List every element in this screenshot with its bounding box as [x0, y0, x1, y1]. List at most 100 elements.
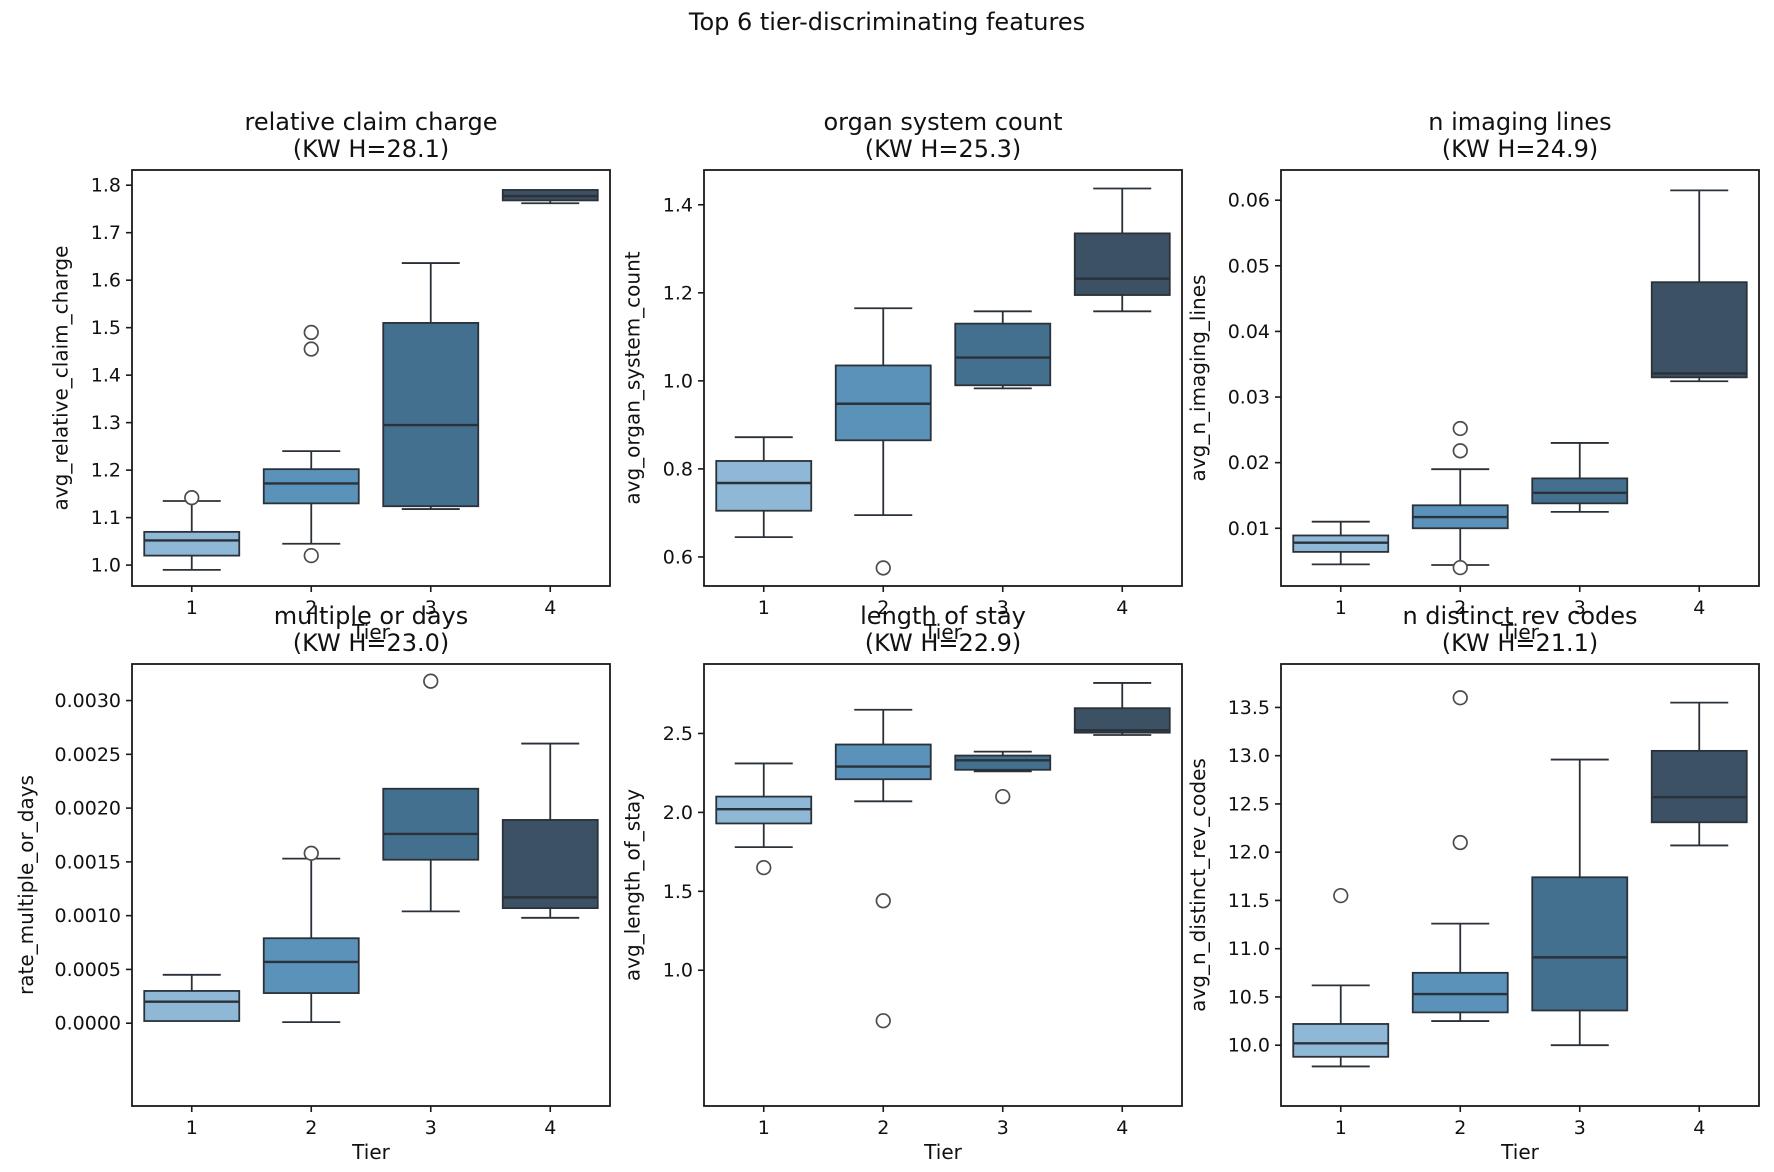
x-tick-label: 2: [877, 597, 889, 619]
axis-ylabel: avg_n_imaging_lines: [1186, 275, 1210, 482]
y-tick-label: 1.7: [91, 222, 121, 244]
y-tick-label: 0.0000: [55, 1013, 121, 1035]
outlier-point: [1452, 443, 1468, 459]
axes-frame: [703, 169, 1183, 587]
x-tick-label: 3: [1574, 597, 1586, 619]
y-tick-label: 0.8: [663, 458, 693, 480]
outlier-point: [303, 341, 319, 357]
y-tick-label: 0.04: [1228, 321, 1270, 343]
x-tick-label: 4: [1116, 1117, 1128, 1139]
y-tick-label: 2.0: [663, 802, 693, 824]
outlier-point: [1452, 559, 1468, 576]
x-tick-label: 3: [1574, 1117, 1586, 1139]
y-tick-label: 0.02: [1228, 452, 1270, 474]
y-tick-label: 1.4: [91, 365, 121, 387]
y-tick-label: 10.0: [1228, 1035, 1270, 1057]
x-tick-label: 2: [877, 1117, 889, 1139]
subplot-subtitle: (KW H=25.3): [865, 135, 1022, 163]
y-tick-label: 1.0: [663, 960, 693, 982]
y-tick-label: 1.0: [663, 370, 693, 392]
subplot-title: length of stay: [860, 602, 1026, 630]
box-tier-3: [1531, 477, 1629, 505]
y-tick-label: 2.5: [663, 723, 693, 745]
y-tick-label: 12.5: [1228, 793, 1270, 815]
subplot-title: relative claim charge: [245, 108, 498, 136]
figure-title: Top 6 tier-discriminating features: [688, 8, 1086, 36]
box-tier-2: [834, 743, 932, 781]
box-tier-3: [954, 322, 1052, 387]
x-tick-label: 4: [544, 597, 556, 619]
y-tick-label: 0.0010: [55, 905, 121, 927]
y-tick-label: 1.2: [91, 460, 121, 482]
outlier-point: [303, 324, 319, 341]
subplot-subtitle: (KW H=23.0): [293, 629, 450, 657]
subplot-title: multiple or days: [274, 602, 468, 630]
outlier-point: [303, 547, 319, 564]
axes-frame: [131, 663, 611, 1107]
y-tick-label: 1.5: [91, 317, 121, 339]
axis-xlabel: Tier: [923, 620, 962, 644]
y-tick-label: 1.8: [91, 175, 121, 197]
outlier-point: [1333, 887, 1349, 904]
x-tick-label: 3: [425, 1117, 437, 1139]
axis-ylabel: avg_n_distinct_rev_codes: [1186, 758, 1210, 1012]
box-tier-4: [1073, 707, 1171, 734]
x-tick-label: 1: [1335, 1117, 1347, 1139]
axis-xlabel: Tier: [351, 1140, 390, 1164]
x-tick-label: 2: [305, 597, 317, 619]
subplot-title: n distinct rev codes: [1402, 602, 1637, 630]
y-tick-label: 1.0: [91, 555, 121, 577]
x-tick-label: 4: [1116, 597, 1128, 619]
subplot-title: organ system count: [823, 108, 1062, 136]
x-tick-label: 1: [186, 597, 198, 619]
subplot-subtitle: (KW H=28.1): [293, 135, 450, 163]
y-tick-label: 1.3: [91, 412, 121, 434]
box-tier-3: [382, 787, 480, 861]
box-tier-1: [143, 530, 241, 557]
x-tick-label: 2: [1454, 597, 1466, 619]
axis-xlabel: Tier: [1500, 620, 1539, 644]
outlier-point: [184, 490, 200, 506]
y-tick-label: 1.4: [663, 194, 693, 216]
y-tick-label: 1.6: [91, 270, 121, 292]
y-tick-label: 11.0: [1228, 938, 1270, 960]
box-tier-2: [262, 937, 360, 994]
axes-frame: [131, 169, 611, 587]
axes-frame: [1280, 663, 1760, 1107]
box-tier-3: [1531, 876, 1629, 1012]
axis-ylabel: rate_multiple_or_days: [14, 775, 38, 995]
x-tick-label: 2: [1454, 1117, 1466, 1139]
outlier-point: [875, 1013, 891, 1029]
x-tick-label: 3: [997, 1117, 1009, 1139]
x-tick-label: 2: [305, 1117, 317, 1139]
subplot-subtitle: (KW H=21.1): [1442, 629, 1599, 657]
box-tier-4: [501, 819, 599, 910]
axis-ylabel: avg_relative_claim_charge: [49, 246, 73, 511]
outlier-point: [303, 845, 319, 861]
outlier-point: [875, 893, 891, 909]
y-tick-label: 0.05: [1228, 255, 1270, 277]
box-tier-3: [382, 322, 480, 508]
y-tick-label: 0.0005: [55, 959, 121, 981]
y-tick-label: 1.1: [91, 507, 121, 529]
y-tick-label: 0.01: [1228, 518, 1270, 540]
y-tick-label: 0.06: [1228, 190, 1270, 212]
axis-ylabel: avg_organ_system_count: [621, 251, 645, 504]
y-tick-label: 1.2: [663, 282, 693, 304]
box-tier-4: [1650, 749, 1748, 824]
x-tick-label: 1: [186, 1117, 198, 1139]
outlier-point: [875, 560, 891, 576]
x-tick-label: 3: [997, 597, 1009, 619]
y-tick-label: 0.0020: [55, 798, 121, 820]
outlier-point: [1452, 690, 1468, 706]
y-tick-label: 0.0025: [55, 744, 121, 766]
outlier-point: [423, 673, 439, 689]
outlier-point: [995, 788, 1011, 805]
x-tick-label: 1: [1335, 597, 1347, 619]
axis-ylabel: avg_length_of_stay: [621, 789, 645, 981]
box-tier-4: [1650, 281, 1748, 379]
outlier-point: [1452, 834, 1468, 851]
box-tier-1: [1292, 1023, 1390, 1058]
